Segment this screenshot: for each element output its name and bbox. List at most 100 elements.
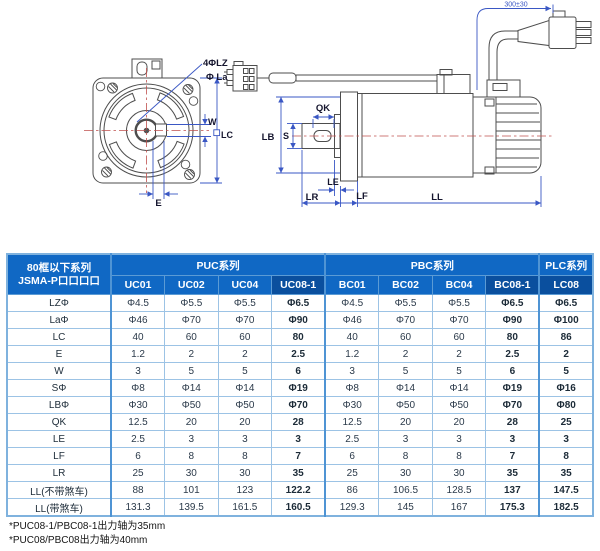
row-label: LR — [6, 464, 112, 482]
spec-cell: 12.5 — [324, 413, 380, 431]
spec-row: E 1.2 2 2 2.5 1.2 2 2 2.5 2 — [6, 345, 594, 363]
spec-cell: 88 — [110, 481, 166, 499]
spec-cell: Φ14 — [217, 379, 273, 397]
spec-row: LaΦ Φ46 Φ70 Φ70 Φ90 Φ46 Φ70 Φ70 Φ90 Φ100 — [6, 311, 594, 329]
spec-row: SΦ Φ8 Φ14 Φ14 Φ19 Φ8 Φ14 Φ14 Φ19 Φ16 — [6, 379, 594, 397]
spec-cell: 5 — [378, 362, 433, 380]
row-label: QK — [6, 413, 112, 431]
spec-cell: Φ70 — [271, 396, 326, 414]
spec-row: LL(不带煞车) 88 101 123 122.2 86 106.5 128.5 137 147.… — [6, 481, 594, 499]
spec-cell: 40 — [324, 328, 380, 346]
col-header-lc08: LC08 — [538, 275, 594, 295]
spec-cell: Φ90 — [271, 311, 326, 329]
spec-cell: Φ14 — [164, 379, 219, 397]
spec-cell: 25 — [110, 464, 166, 482]
label-shaft-offset: E — [155, 198, 161, 209]
label-shaft-diameter: S — [283, 131, 289, 141]
motor-side-view: 300±30 QK LB S LE LR LF LL — [224, 2, 592, 207]
spec-cell: 30 — [431, 464, 487, 482]
spec-cell: 12.5 — [110, 413, 166, 431]
spec-cell: 2 — [378, 345, 433, 363]
power-connector-icon — [517, 10, 592, 49]
row-label: SΦ — [6, 379, 112, 397]
spec-cell: 3 — [485, 430, 540, 448]
spec-cell: 129.3 — [324, 498, 380, 517]
spec-cell: 123 — [217, 481, 273, 499]
spec-cell: 106.5 — [378, 481, 433, 499]
spec-cell: 30 — [378, 464, 433, 482]
side-dimensions — [276, 4, 554, 207]
spec-cell: 1.2 — [110, 345, 166, 363]
group-header-plc: PLC系列 — [538, 253, 594, 276]
spec-cell: 80 — [271, 328, 326, 346]
spec-cell: 161.5 — [217, 498, 273, 517]
spec-cell: 175.3 — [485, 498, 540, 517]
spec-cell: 8 — [217, 447, 273, 465]
spec-cell: 86 — [538, 328, 594, 346]
row-label: LE — [6, 430, 112, 448]
row-label: LF — [6, 447, 112, 465]
footnote-1: *PUC08-1/PBC08-1出力轴为35mm — [9, 521, 166, 532]
spec-cell: 2 — [164, 345, 219, 363]
rear-housing — [472, 96, 542, 174]
bolt-hole-icon — [95, 81, 199, 180]
footnotes: *PUC08-1/PBC08-1出力轴为35mm *PUC08/PBC08出力轴… — [9, 520, 165, 547]
spec-cell: 3 — [538, 430, 594, 448]
spec-cell: 25 — [324, 464, 380, 482]
spec-cell: 122.2 — [271, 481, 326, 499]
spec-cell: 5 — [217, 362, 273, 380]
spec-cell: 2 — [217, 345, 273, 363]
spec-cell: 3 — [431, 430, 487, 448]
col-header-uc01: UC01 — [110, 275, 166, 295]
spec-cell: 35 — [485, 464, 540, 482]
spec-cell: Φ50 — [431, 396, 487, 414]
spec-row: LF 6 8 8 7 6 8 8 7 8 — [6, 447, 594, 465]
spec-cell: Φ5.5 — [378, 294, 433, 312]
spec-cell: Φ70 — [485, 396, 540, 414]
spec-cell: Φ6.5 — [538, 294, 594, 312]
footnote-2: *PUC08/PBC08出力轴为40mm — [9, 534, 148, 546]
spec-cell: 3 — [110, 362, 166, 380]
corner-line2: JSMA-P口口口口 — [18, 274, 100, 287]
spec-cell: 80 — [485, 328, 540, 346]
spec-cell: Φ16 — [538, 379, 594, 397]
col-header-bc08-1: BC08-1 — [485, 275, 540, 295]
spec-cell: 6 — [110, 447, 166, 465]
dimension-drawings: 4ΦLZ Φ La W LC E — [84, 2, 592, 209]
spec-cell: Φ50 — [217, 396, 273, 414]
spec-cell: Φ100 — [538, 311, 594, 329]
spec-cell: 145 — [378, 498, 433, 517]
spec-row: LZΦ Φ4.5 Φ5.5 Φ5.5 Φ6.5 Φ4.5 Φ5.5 Φ5.5 Φ6.5 Φ6.5 — [6, 294, 594, 312]
spec-cell: 86 — [324, 481, 380, 499]
col-header-bc04: BC04 — [431, 275, 487, 295]
label-shoulder: LE — [327, 177, 339, 187]
spec-cell: Φ70 — [217, 311, 273, 329]
spec-cell: 60 — [217, 328, 273, 346]
row-label: LZΦ — [6, 294, 112, 312]
spec-cell: 101 — [164, 481, 219, 499]
spec-cell: 3 — [271, 430, 326, 448]
spec-cell: 1.2 — [324, 345, 380, 363]
spec-cell: 28 — [485, 413, 540, 431]
row-label: W — [6, 362, 112, 380]
encoder-connector-icon — [224, 61, 258, 92]
spec-cell: Φ19 — [271, 379, 326, 397]
row-label: E — [6, 345, 112, 363]
spec-cell: 6 — [271, 362, 326, 380]
spec-cell: Φ30 — [324, 396, 380, 414]
col-header-uc04: UC04 — [217, 275, 273, 295]
square-symbol — [213, 129, 221, 137]
spec-cell: 8 — [431, 447, 487, 465]
front-dimensions — [136, 63, 222, 199]
spec-cell: Φ6.5 — [485, 294, 540, 312]
label-cable-length: 300±30 — [504, 2, 527, 9]
label-body-length: LL — [431, 192, 443, 203]
spec-cell: 3 — [324, 362, 380, 380]
spec-cell: Φ70 — [164, 311, 219, 329]
spec-cell: 131.3 — [110, 498, 166, 517]
spec-row: LC 40 60 60 80 40 60 60 80 86 — [6, 328, 594, 346]
spec-cell: Φ14 — [431, 379, 487, 397]
label-frame-size: LC — [221, 130, 233, 140]
spec-row: LR 25 30 30 35 25 30 30 35 35 — [6, 464, 594, 482]
row-label: LL(不带煞车) — [6, 481, 112, 499]
